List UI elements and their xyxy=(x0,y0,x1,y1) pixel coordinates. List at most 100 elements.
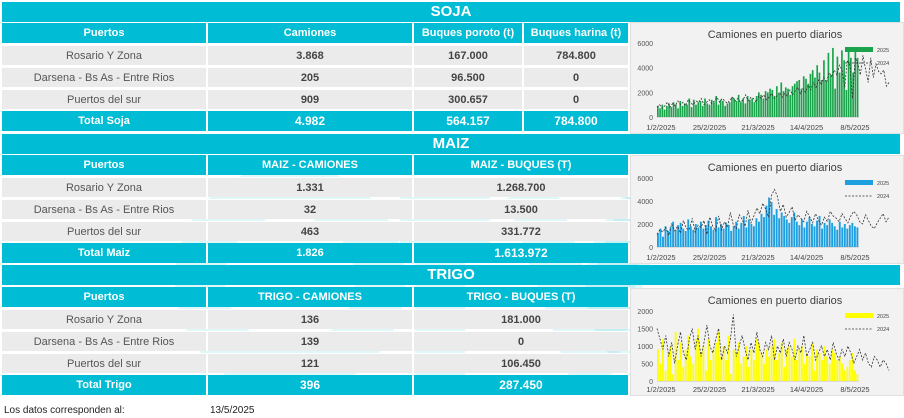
bar-2025 xyxy=(800,219,803,247)
series-line-2024 xyxy=(656,314,890,371)
bar-2025 xyxy=(798,225,801,247)
bar-2025 xyxy=(846,367,849,381)
bar-2025 xyxy=(702,346,705,381)
x-tick-label: 8/5/2025 xyxy=(840,385,869,394)
bar-2025 xyxy=(846,228,849,247)
bar-2025 xyxy=(657,105,659,117)
bar-2025 xyxy=(811,70,814,117)
x-tick-label: 14/4/2025 xyxy=(790,385,823,394)
bar-2025 xyxy=(763,363,765,381)
bar-2025 xyxy=(760,213,763,247)
bar-2025 xyxy=(758,92,760,117)
meal-ships-value: 0 xyxy=(524,67,630,87)
bar-2025 xyxy=(851,222,854,247)
bar-2025 xyxy=(836,56,839,117)
bar-2025 xyxy=(831,222,834,247)
bar-2025 xyxy=(766,92,769,117)
bar-2025 xyxy=(831,349,834,381)
bar-2025 xyxy=(807,83,810,117)
bar-2025 xyxy=(811,224,813,247)
port-name: Darsena - Bs As - Entre Rios xyxy=(2,67,208,87)
port-name: Puertos del sur xyxy=(2,89,208,109)
x-tick-label: 21/3/2025 xyxy=(741,385,774,394)
section-title-soja: SOJA xyxy=(2,2,900,22)
x-tick-label: 1/2/2025 xyxy=(646,123,675,132)
bar-2025 xyxy=(841,227,844,247)
beans-ships-value: 96.500 xyxy=(414,67,524,87)
bar-2025 xyxy=(764,91,767,117)
bar-2025 xyxy=(664,370,667,381)
bar-2025 xyxy=(664,226,667,247)
bar-2025 xyxy=(790,217,793,247)
bar-2025 xyxy=(728,102,731,117)
bar-2025 xyxy=(827,52,830,117)
bar-2025 xyxy=(704,370,707,381)
bar-2025 xyxy=(704,225,707,247)
y-tick-label: 1500 xyxy=(637,327,653,334)
bar-2025 xyxy=(727,225,730,247)
bar-2025 xyxy=(679,222,682,247)
column-header: Camiones xyxy=(208,23,414,43)
bar-2025 xyxy=(697,227,700,247)
bar-2025 xyxy=(679,100,682,117)
bar-2025 xyxy=(725,222,728,247)
bar-2025 xyxy=(669,227,672,247)
bar-2025 xyxy=(717,104,720,117)
bar-2025 xyxy=(702,228,705,247)
bar-2025 xyxy=(715,217,717,247)
bar-2025 xyxy=(677,225,680,247)
bar-2025 xyxy=(832,47,834,117)
bar-2025 xyxy=(694,339,697,381)
total-beans-ships: 564.157 xyxy=(414,111,524,131)
x-tick-label: 25/2/2025 xyxy=(693,253,726,262)
bar-2025 xyxy=(683,103,686,117)
bar-2025 xyxy=(758,221,760,247)
bar-2025 xyxy=(823,346,826,381)
y-tick-label: 2000 xyxy=(637,222,653,229)
total-meal-ships: 784.800 xyxy=(524,111,630,131)
bar-2025 xyxy=(775,86,778,117)
meal-ships-value: 784.800 xyxy=(524,45,630,65)
bar-2025 xyxy=(805,221,808,247)
bar-2025 xyxy=(841,363,844,381)
bar-2025 xyxy=(672,102,675,117)
bar-2025 xyxy=(740,102,742,117)
bar-2025 xyxy=(662,339,664,381)
column-header: Buques poroto (t) xyxy=(414,23,524,43)
bar-2025 xyxy=(682,228,685,247)
legend-label-2025: 2025 xyxy=(877,48,889,54)
legend-swatch-2025 xyxy=(845,313,873,318)
bar-2025 xyxy=(820,80,823,117)
bar-2025 xyxy=(843,60,845,117)
bar-2025 xyxy=(856,227,859,247)
bar-2025 xyxy=(795,221,798,247)
total-trucks: 396 xyxy=(208,375,414,395)
y-tick-label: 4000 xyxy=(637,66,653,73)
bar-2025 xyxy=(788,346,791,381)
bar-2025 xyxy=(699,100,702,117)
bar-2025 xyxy=(674,104,677,117)
bar-2025 xyxy=(672,221,675,247)
bar-2025 xyxy=(798,80,801,117)
bar-2025 xyxy=(755,218,758,247)
bar-2025 xyxy=(813,226,816,247)
port-name: Darsena - Bs As - Entre Rios xyxy=(2,199,208,219)
bar-2025 xyxy=(793,83,796,117)
bar-2025 xyxy=(798,349,801,381)
bar-2025 xyxy=(670,107,673,117)
section-title-trigo: TRIGO xyxy=(2,265,900,285)
bar-2025 xyxy=(747,219,750,247)
bar-2025 xyxy=(838,356,841,381)
bar-2025 xyxy=(742,356,745,381)
column-header: Puertos xyxy=(2,155,208,175)
bar-2025 xyxy=(707,220,710,247)
bar-2025 xyxy=(802,76,805,117)
bar-2025 xyxy=(750,224,753,247)
bar-2025 xyxy=(813,370,816,381)
x-tick-label: 25/2/2025 xyxy=(693,385,726,394)
ships-value: 106.450 xyxy=(414,353,630,373)
y-tick-label: 0 xyxy=(649,115,653,122)
chart-soja: Camiones en puerto diarios 0 2000 4000 6000 1… xyxy=(630,22,904,134)
bar-2025 xyxy=(769,88,771,117)
ships-value: 13.500 xyxy=(414,199,630,219)
